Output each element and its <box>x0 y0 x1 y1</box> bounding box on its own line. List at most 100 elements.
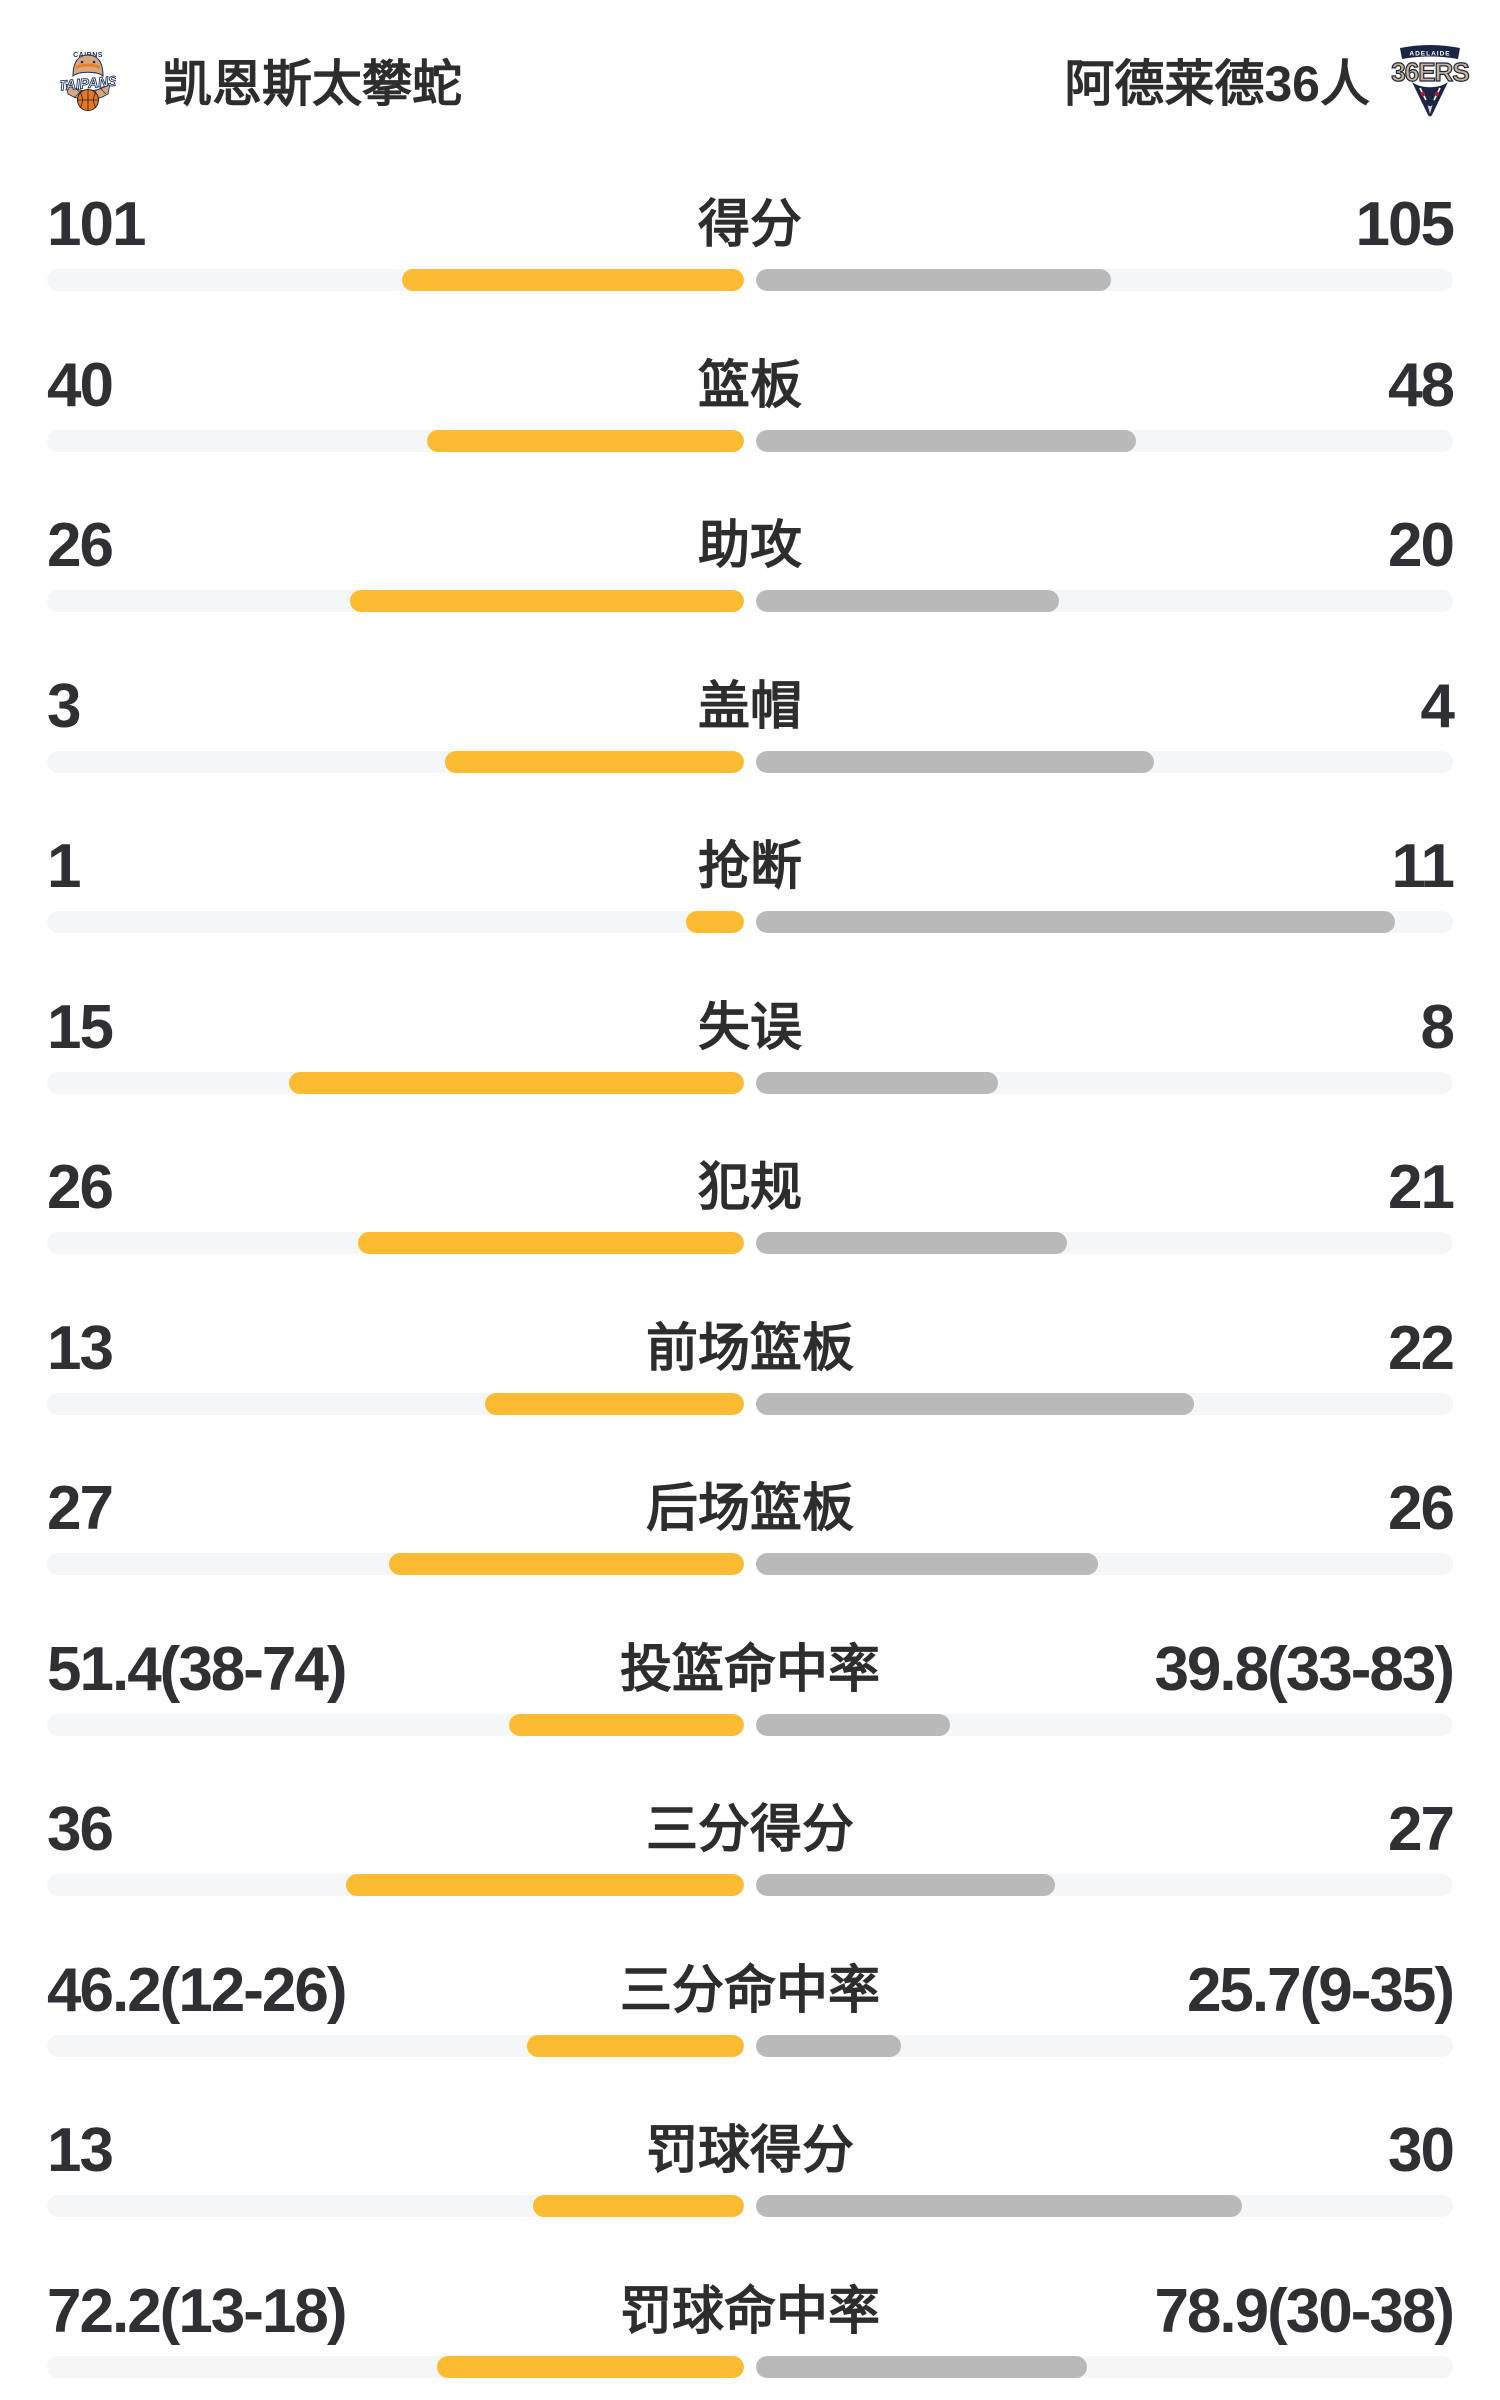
stat-row: 1 抢断 11 <box>47 832 1455 933</box>
stat-label: 罚球得分 <box>645 2122 855 2180</box>
home-bar-fill <box>533 2195 744 2217</box>
home-bar-fill <box>445 750 744 773</box>
home-value: 101 <box>47 190 146 259</box>
stat-row: 72.2(13-18) 罚球命中率 78.9(30-38) <box>47 2276 1455 2378</box>
home-value: 15 <box>47 992 114 1062</box>
home-bar-track <box>47 2195 744 2217</box>
away-bar-track <box>756 2355 1453 2378</box>
stat-row-values: 72.2(13-18) 罚球命中率 78.9(30-38) <box>47 2276 1455 2346</box>
stat-row-bars <box>47 1713 1453 1736</box>
stat-label: 投篮命中率 <box>619 1640 881 1699</box>
home-bar-fill <box>402 269 744 291</box>
stat-row-values: 36 三分得分 27 <box>47 1795 1455 1864</box>
sixers-banner <box>1400 45 1460 59</box>
taipans-basketball-seams <box>77 89 99 111</box>
away-bar-fill <box>756 1553 1098 1575</box>
stat-label: 篮板 <box>697 356 803 415</box>
away-bar-track <box>756 1713 1453 1736</box>
home-value: 1 <box>47 832 82 901</box>
taipans-logo-wordmark: TAIPANS <box>60 72 116 93</box>
stat-row-bars <box>47 1232 1453 1254</box>
home-bar-fill <box>350 590 744 612</box>
home-bar-fill <box>485 1392 744 1415</box>
home-team-name: 凯恩斯太攀蛇 <box>162 56 462 112</box>
away-bar-track <box>756 2195 1453 2217</box>
away-bar-fill <box>756 2195 1243 2217</box>
stat-row-bars <box>47 590 1453 612</box>
away-team-name: 阿德莱德36人 <box>1064 56 1370 112</box>
home-value: 27 <box>47 1474 114 1543</box>
away-bar-fill <box>756 1071 999 1094</box>
stat-row-values: 40 篮板 48 <box>47 350 1455 420</box>
adelaide-36ers-logo: ADELAIDE 36ERS <box>1388 42 1472 118</box>
away-bar-fill <box>756 1713 951 1736</box>
stat-row-bars <box>47 1874 1453 1896</box>
away-bar-track <box>756 1392 1453 1415</box>
away-team[interactable]: 阿德莱德36人 ADELAIDE 36ERS <box>1064 42 1472 118</box>
home-value: 26 <box>47 511 114 580</box>
home-bar-fill <box>509 1713 744 1736</box>
stat-row-values: 27 后场篮板 26 <box>47 1474 1455 1543</box>
away-bar-fill <box>756 2355 1087 2378</box>
away-bar-fill <box>756 590 1060 612</box>
home-value: 46.2(12-26) <box>47 1955 348 2025</box>
away-value: 20 <box>1388 511 1455 580</box>
away-value: 25.7(9-35) <box>1186 1955 1455 2025</box>
stat-label: 三分命中率 <box>619 1961 881 2020</box>
stat-row-values: 15 失误 8 <box>47 992 1455 1062</box>
stat-row-bars <box>47 269 1453 291</box>
home-bar-track <box>47 2034 744 2057</box>
stat-row-bars <box>47 1392 1453 1415</box>
stat-row-bars <box>47 911 1453 933</box>
stat-row: 46.2(12-26) 三分命中率 25.7(9-35) <box>47 1955 1455 2057</box>
home-value: 26 <box>47 1153 114 1222</box>
away-value: 48 <box>1388 350 1455 420</box>
stat-row: 26 犯规 21 <box>47 1153 1455 1254</box>
home-value: 3 <box>47 671 82 741</box>
header: CAIRNS TAIPANS 凯恩斯太攀蛇 阿德莱德36人 <box>0 0 1500 118</box>
away-value: 21 <box>1388 1153 1455 1222</box>
home-value: 13 <box>47 2116 114 2185</box>
home-bar-fill <box>345 1874 744 1896</box>
stat-label: 抢断 <box>697 838 803 896</box>
home-bar-fill <box>685 911 744 933</box>
home-value: 13 <box>47 1313 114 1383</box>
home-bar-fill <box>358 1232 744 1254</box>
stat-row: 26 助攻 20 <box>47 511 1455 612</box>
taipans-snake-stripe <box>76 63 100 69</box>
stat-row-bars <box>47 2034 1453 2057</box>
stat-row: 101 得分 105 <box>47 190 1455 291</box>
stat-row-values: 1 抢断 11 <box>47 832 1455 901</box>
home-bar-fill <box>289 1071 744 1094</box>
away-bar-fill <box>756 269 1112 291</box>
home-team[interactable]: CAIRNS TAIPANS 凯恩斯太攀蛇 <box>57 44 462 116</box>
away-bar-track <box>756 1232 1453 1254</box>
home-bar-fill <box>427 429 744 452</box>
away-value: 105 <box>1355 190 1455 259</box>
stat-row: 13 前场篮板 22 <box>47 1313 1455 1415</box>
away-bar-fill <box>756 1232 1068 1254</box>
home-bar-track <box>47 750 744 773</box>
home-bar-track <box>47 269 744 291</box>
home-value: 40 <box>47 350 114 420</box>
away-value: 27 <box>1388 1795 1455 1864</box>
home-value: 72.2(13-18) <box>47 2276 348 2346</box>
home-bar-track <box>47 1392 744 1415</box>
away-value: 11 <box>1391 832 1455 901</box>
away-bar-fill <box>756 911 1395 933</box>
sixers-bird-eye-right <box>1434 91 1440 97</box>
away-value: 30 <box>1388 2116 1455 2185</box>
stat-row-bars <box>47 429 1453 452</box>
stat-label: 助攻 <box>697 517 803 575</box>
stat-row-values: 101 得分 105 <box>47 190 1455 259</box>
stat-row-values: 26 犯规 21 <box>47 1153 1455 1222</box>
away-bar-fill <box>756 429 1137 452</box>
home-bar-fill <box>388 1553 744 1575</box>
away-bar-fill <box>756 750 1155 773</box>
home-bar-track <box>47 1232 744 1254</box>
stat-label: 罚球命中率 <box>619 2282 881 2341</box>
stat-row-values: 51.4(38-74) 投篮命中率 39.8(33-83) <box>47 1637 1455 1702</box>
home-value: 36 <box>47 1795 114 1864</box>
away-value: 22 <box>1388 1313 1455 1383</box>
home-bar-track <box>47 911 744 933</box>
